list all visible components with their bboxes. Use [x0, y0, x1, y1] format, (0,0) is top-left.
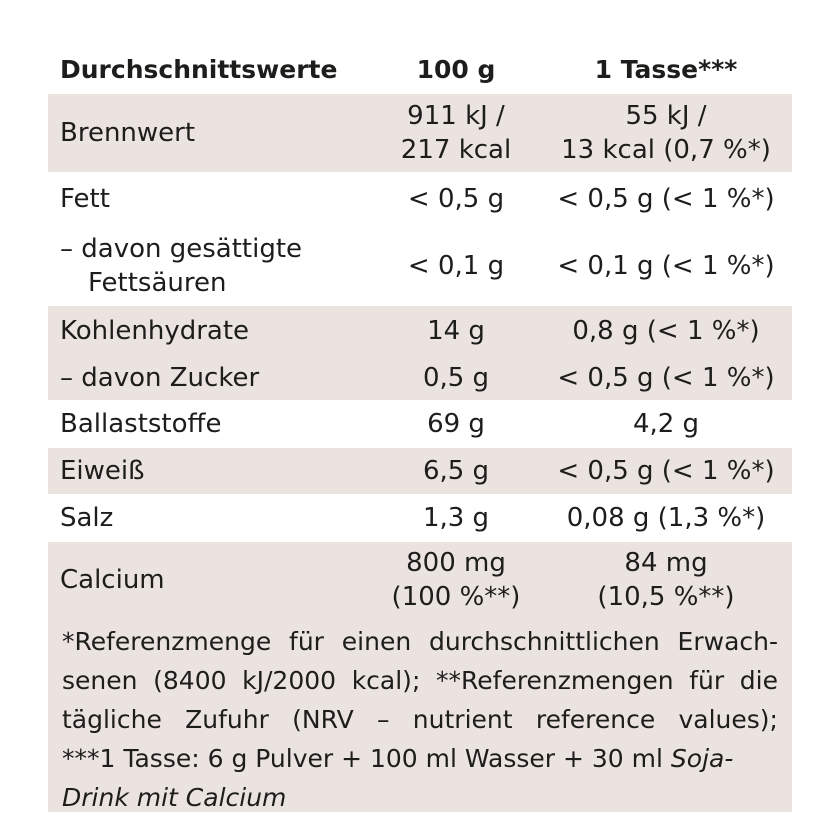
value-100g: < 0,5 g: [407, 184, 505, 214]
value-100g: < 0,1 g: [407, 251, 505, 281]
value-cup: < 0,5 g (< 1 %*): [557, 363, 775, 393]
value-cup: < 0,5 g (< 1 %*): [557, 456, 775, 486]
row-salz: Salz 1,3 g 0,08 g (1,3 %*): [48, 494, 792, 542]
value-cup: < 0,1 g (< 1 %*): [557, 251, 775, 281]
value-100g: 911 kJ / 217 kcal: [372, 99, 540, 167]
value-cup: 55 kJ / 13 kcal (0,7 %*): [540, 99, 792, 167]
footnote-line: Drink mit Calcium: [62, 783, 287, 812]
value-cup-line2: (10,5 %**): [597, 582, 735, 612]
table-header-row: Durchschnittswerte 100 g 1 Tasse***: [48, 46, 792, 94]
footnote-line4-plain: ***1 Tasse: 6 g Pulver + 100 ml Wasser +…: [62, 744, 671, 773]
nutrient-name: Eiweiß: [60, 456, 145, 486]
row-ballaststoffe: Ballaststoffe 69 g 4,2 g: [48, 400, 792, 448]
footnote-line4-italic: Soja-: [670, 744, 734, 773]
footnote-line: *Referenzmenge für einen durchschnittlic…: [62, 627, 778, 656]
value-cup: 0,8 g (< 1 %*): [572, 316, 760, 346]
nutrient-name: – davon Zucker: [60, 363, 260, 393]
row-fett: Fett < 0,5 g < 0,5 g (< 1 %*): [48, 172, 792, 226]
value-100g: 69 g: [427, 409, 485, 439]
value-cup-line1: 55 kJ /: [625, 101, 707, 131]
value-100g-line2: 217 kcal: [400, 135, 512, 165]
nutrient-name: Calcium: [60, 565, 165, 595]
footnote: *Referenzmenge für einen durchschnittlic…: [48, 614, 792, 812]
value-100g: 6,5 g: [422, 456, 490, 486]
value-cup-line2: 13 kcal (0,7 %*): [561, 135, 771, 165]
footnote-line: tägliche Zufuhr (NRV – nutrient referenc…: [62, 705, 778, 734]
nutrient-name: Kohlenhydrate: [60, 316, 250, 346]
nutrient-name: Brennwert: [60, 118, 196, 148]
nutrient-name: Salz: [60, 503, 114, 533]
header-1-tasse: 1 Tasse***: [594, 55, 738, 84]
value-100g-line1: 800 mg: [406, 548, 506, 578]
header-100g: 100 g: [416, 55, 496, 84]
footnote-line: ***1 Tasse: 6 g Pulver + 100 ml Wasser +…: [62, 739, 778, 778]
value-100g-line1: 911 kJ /: [407, 101, 505, 131]
row-zucker: – davon Zucker 0,5 g < 0,5 g (< 1 %*): [48, 356, 792, 400]
value-100g: 1,3 g: [422, 503, 490, 533]
value-100g: 0,5 g: [422, 363, 490, 393]
value-100g: 14 g: [427, 316, 485, 346]
row-brennwert: Brennwert 911 kJ / 217 kcal 55 kJ / 13 k…: [48, 94, 792, 172]
nutrient-name: – davon gesättigte Fettsäuren: [48, 232, 372, 300]
header-durchschnittswerte: Durchschnittswerte: [60, 55, 338, 84]
row-kohlenhydrate: Kohlenhydrate 14 g 0,8 g (< 1 %*): [48, 306, 792, 356]
nutrition-table: Durchschnittswerte 100 g 1 Tasse*** Bren…: [48, 46, 792, 618]
nutrient-name: Ballaststoffe: [60, 409, 222, 439]
value-cup: 84 mg (10,5 %**): [540, 546, 792, 614]
value-cup: < 0,5 g (< 1 %*): [557, 184, 775, 214]
nutrient-name: Fett: [60, 184, 110, 214]
row-calcium: Calcium 800 mg (100 %**) 84 mg (10,5 %**…: [48, 542, 792, 618]
row-gesaettigte-fettsaeuren: – davon gesättigte Fettsäuren < 0,1 g < …: [48, 226, 792, 306]
footnote-line: senen (8400 kJ/2000 kcal); **Referenzmen…: [62, 666, 778, 695]
value-cup: 0,08 g (1,3 %*): [566, 503, 766, 533]
nutrient-name-line2: Fettsäuren: [88, 268, 227, 298]
value-100g: 800 mg (100 %**): [372, 546, 540, 614]
row-eiweiss: Eiweiß 6,5 g < 0,5 g (< 1 %*): [48, 448, 792, 494]
nutrient-name-line1: – davon gesättigte: [60, 234, 303, 264]
value-cup: 4,2 g: [632, 409, 700, 439]
value-cup-line1: 84 mg: [624, 548, 708, 578]
value-100g-line2: (100 %**): [391, 582, 521, 612]
